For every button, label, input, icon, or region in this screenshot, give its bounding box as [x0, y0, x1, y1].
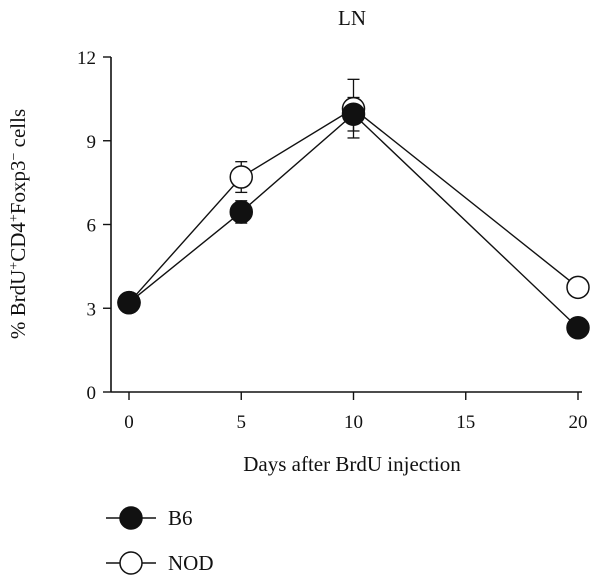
- y-tick-label: 12: [77, 48, 96, 69]
- data-point-b6: [566, 316, 590, 340]
- x-tick-label: 0: [124, 412, 134, 433]
- x-tick-label: 20: [569, 412, 588, 433]
- legend-label: NOD: [168, 551, 214, 575]
- data-point-b6: [341, 102, 366, 126]
- legend-marker-nod: [119, 551, 143, 575]
- series-line-b6: [128, 113, 579, 329]
- series-line-nod: [128, 107, 579, 304]
- y-axis-label-part: Foxp3: [6, 161, 30, 215]
- x-tick-label: 15: [456, 412, 475, 433]
- data-point-nod: [566, 275, 590, 300]
- chart-title: LN: [338, 6, 366, 30]
- legend-label: B6: [168, 506, 193, 530]
- data-point-b6: [117, 290, 141, 315]
- y-axis-label-part: cells: [6, 109, 30, 153]
- y-axis-label: % BrdU+CD4+Foxp3− cells: [6, 109, 30, 339]
- legend: B6 NOD: [106, 506, 214, 575]
- y-axis-label-part: % BrdU: [6, 270, 30, 339]
- data-point-b6: [229, 200, 253, 224]
- y-axis-label-part: CD4: [6, 222, 30, 262]
- x-axis-label: Days after BrdU injection: [243, 452, 461, 476]
- y-axis-label-part: +: [7, 214, 22, 222]
- series-lines: [128, 107, 579, 329]
- plot-area: [117, 78, 590, 340]
- series-points: [117, 96, 590, 340]
- x-tick-label: 5: [237, 412, 247, 433]
- data-point-nod: [229, 165, 253, 189]
- legend-marker-b6: [119, 506, 143, 530]
- y-tick-label: 6: [87, 216, 97, 237]
- x-tick-label: 10: [344, 412, 363, 433]
- axis-ticks: 0 3 6 9 12 0 5 10 15 20: [77, 48, 588, 433]
- y-tick-label: 9: [87, 132, 97, 153]
- y-tick-label: 3: [87, 299, 97, 320]
- y-axis-label-part: +: [7, 262, 22, 270]
- y-axis-label-part: −: [7, 153, 22, 161]
- y-tick-label: 0: [87, 383, 97, 404]
